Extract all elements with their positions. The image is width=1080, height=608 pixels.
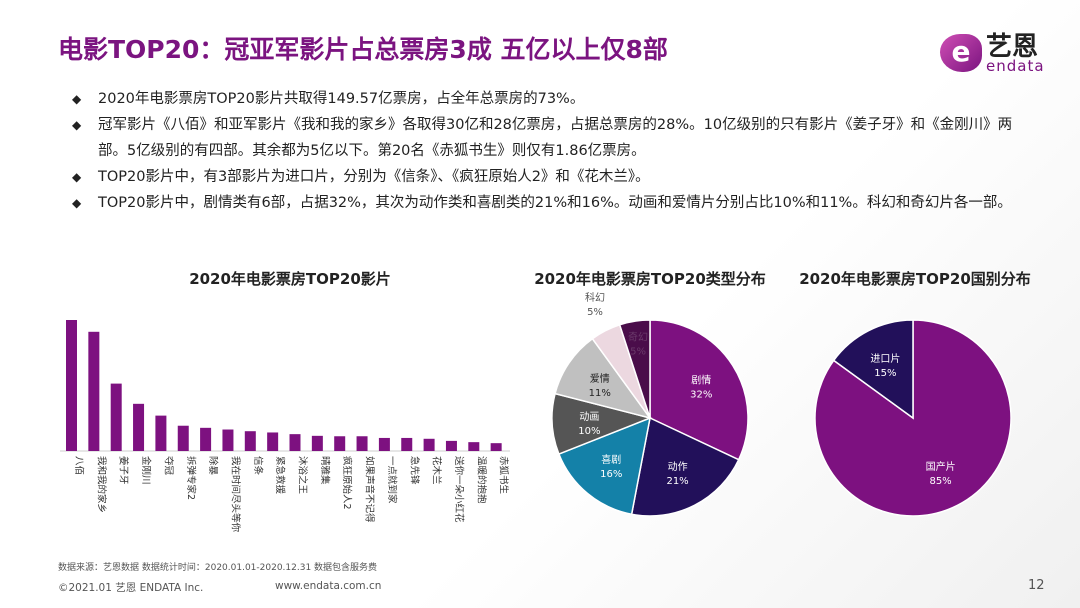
- page-number: 12: [1028, 578, 1045, 593]
- bar: [334, 436, 346, 451]
- x-tick-label: 除暴: [207, 456, 219, 476]
- x-tick-label: 疯狂原始人2: [341, 456, 353, 510]
- country-pie-title: 2020年电影票房TOP20国别分布: [799, 270, 1031, 288]
- bar-chart-title: 2020年电影票房TOP20影片: [189, 270, 391, 288]
- genre-label: 爱情: [590, 372, 610, 385]
- genre-value: 5%: [587, 307, 603, 318]
- website: www.endata.com.cn: [275, 580, 382, 592]
- x-tick-label: 温暖的抱抱: [475, 456, 487, 504]
- bar: [222, 429, 234, 451]
- bar: [267, 432, 279, 451]
- copyright: ©2021.01 艺恩 ENDATA Inc.: [58, 582, 204, 594]
- bar: [244, 431, 256, 451]
- x-tick-label: 我在时间尽头等你: [229, 456, 241, 533]
- bar: [468, 442, 480, 451]
- x-tick-label: 赤狐书生: [498, 456, 510, 495]
- logo-en: endata: [986, 57, 1045, 75]
- bar: [423, 438, 435, 451]
- x-tick-label: 急先锋: [408, 456, 420, 485]
- genre-label: 剧情: [691, 373, 711, 386]
- x-tick-label: 八佰: [73, 456, 85, 475]
- x-tick-label: 金刚川: [140, 456, 152, 485]
- genre-value: 16%: [600, 469, 622, 480]
- country-label: 国产片: [926, 460, 956, 473]
- bar: [490, 443, 502, 451]
- bullet: TOP20影片中，有3部影片为进口片，分别为《信条》、《疯狂原始人2》和《花木兰…: [72, 164, 1032, 190]
- bar: [66, 320, 77, 451]
- genre-value: 10%: [578, 426, 600, 437]
- bar: [110, 383, 122, 451]
- bar: [155, 415, 167, 451]
- x-tick-label: 拆弹专家2: [185, 456, 197, 500]
- genre-label: 动画: [579, 411, 599, 423]
- page-title: 电影TOP20：冠亚军影片占总票房3成 五亿以上仅8部: [58, 35, 668, 64]
- genre-slice: [649, 319, 749, 461]
- endata-logo: e 艺恩 endata: [940, 26, 1065, 76]
- logo-mark: e: [940, 34, 982, 72]
- genre-slice: [557, 416, 651, 516]
- genre-label: 喜剧: [601, 453, 621, 466]
- bar: [401, 437, 413, 451]
- bar: [88, 331, 100, 451]
- x-tick-label: 沐浴之王: [297, 456, 309, 495]
- bullet: 冠军影片《八佰》和亚军影片《我和我的家乡》各取得30亿和28亿票房，占据总票房的…: [72, 112, 1032, 164]
- genre-label: 奇幻: [628, 331, 648, 344]
- logo-cn: 艺恩: [986, 32, 1039, 62]
- country-slice: [832, 319, 914, 420]
- genre-value: 21%: [666, 476, 688, 487]
- x-tick-label: 一点就到家: [386, 456, 398, 504]
- genre-label: 动作: [668, 461, 688, 473]
- country-value: 15%: [874, 368, 896, 379]
- x-tick-label: 信条: [252, 456, 264, 476]
- genre-value: 32%: [690, 389, 712, 400]
- bar: [378, 437, 390, 451]
- genre-value: 5%: [630, 347, 646, 358]
- x-tick-label: 送你一朵小红花: [453, 456, 465, 523]
- genre-label: 科幻: [585, 291, 605, 304]
- bar: [356, 436, 368, 451]
- bar: [311, 435, 323, 451]
- x-tick-label: 姜子牙: [118, 456, 130, 485]
- data-source: 数据来源：艺恩数据 数据统计时间：2020.01.01-2020.12.31 数…: [58, 563, 378, 573]
- bar: [177, 425, 189, 451]
- x-tick-label: 如果声音不记得: [364, 456, 376, 523]
- bullet: TOP20影片中，剧情类有6部，占据32%，其次为动作类和喜剧类的21%和16%…: [72, 190, 1032, 216]
- genre-pie-title: 2020年电影票房TOP20类型分布: [534, 270, 766, 288]
- x-tick-label: 夺冠: [162, 456, 174, 476]
- country-value: 85%: [929, 476, 951, 487]
- bar: [133, 403, 145, 451]
- bar: [289, 434, 301, 451]
- country-label: 进口片: [870, 352, 900, 365]
- x-tick-label: 紧急救援: [274, 456, 286, 495]
- genre-slice: [554, 337, 652, 420]
- x-tick-label: 晴雅集: [319, 456, 331, 485]
- bullet: 2020年电影票房TOP20影片共取得149.57亿票房，占全年总票房的73%。: [72, 86, 1032, 112]
- x-tick-label: 我和我的家乡: [95, 456, 107, 513]
- x-tick-label: 花木兰: [431, 456, 443, 485]
- summary-bullets: 2020年电影票房TOP20影片共取得149.57亿票房，占全年总票房的73%。…: [72, 86, 1032, 216]
- genre-slice: [618, 319, 651, 419]
- bar: [445, 440, 457, 451]
- bar: [200, 427, 212, 451]
- genre-slice: [630, 416, 740, 517]
- genre-value: 11%: [589, 388, 611, 399]
